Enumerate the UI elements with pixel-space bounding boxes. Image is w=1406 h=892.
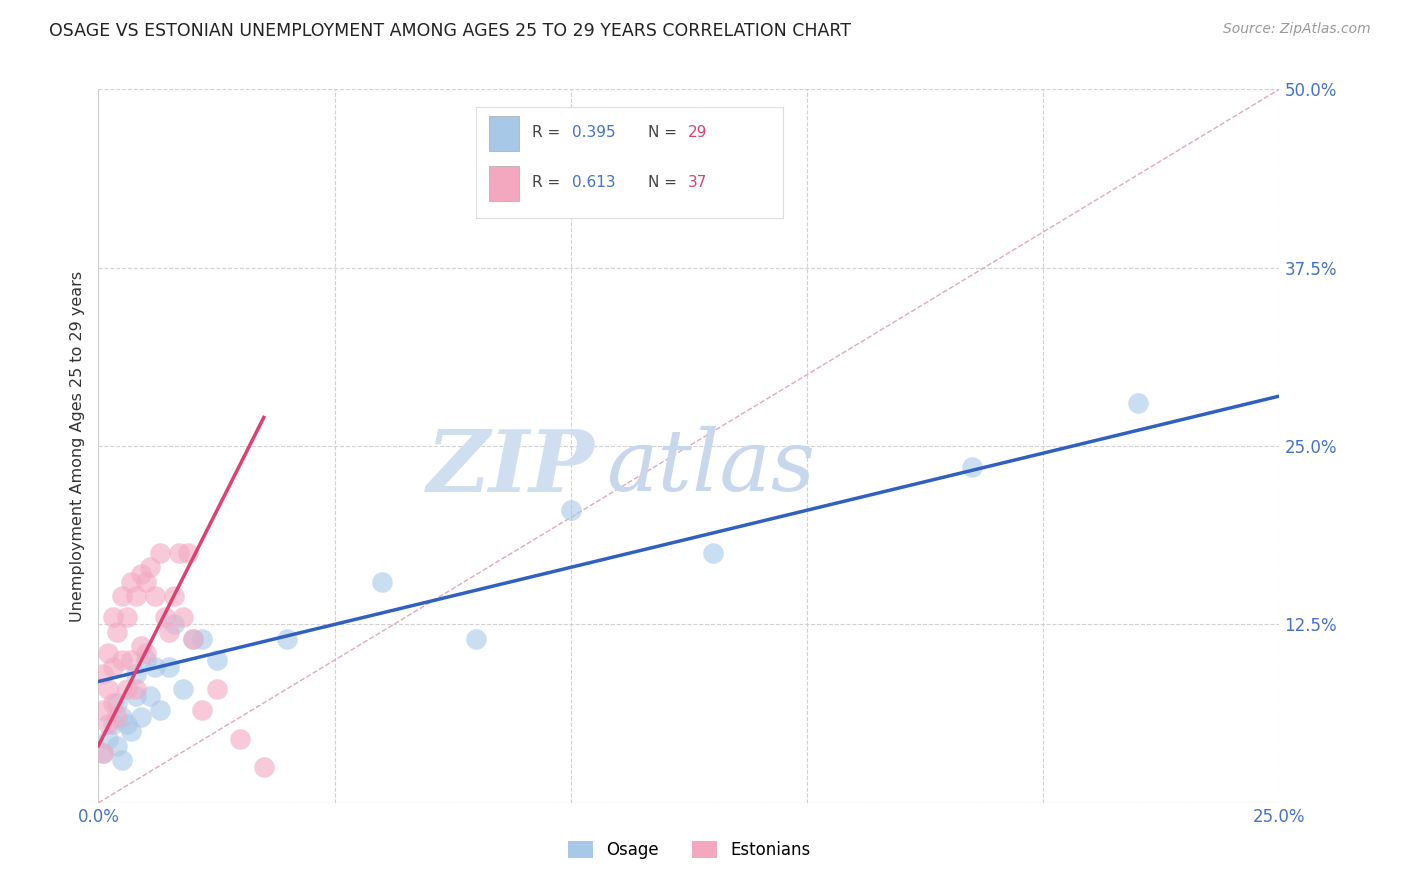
Text: Source: ZipAtlas.com: Source: ZipAtlas.com [1223,22,1371,37]
Point [97,731,120,746]
Text: 0.395: 0.395 [572,125,616,140]
Point [91,703,114,717]
Point [125,681,148,696]
Point [135,653,157,667]
Text: 0.613: 0.613 [572,175,616,190]
Point [129,567,152,582]
Point [962,460,984,475]
Point [149,546,172,560]
Text: OSAGE VS ESTONIAN UNEMPLOYMENT AMONG AGES 25 TO 29 YEARS CORRELATION CHART: OSAGE VS ESTONIAN UNEMPLOYMENT AMONG AGE… [49,22,851,40]
Point [115,717,138,731]
Point [276,632,298,646]
Point [191,703,214,717]
Point [253,760,276,774]
Point [101,717,124,731]
Point [139,560,162,574]
Point [177,546,200,560]
Text: ZIP: ZIP [426,425,595,509]
Point [91,746,114,760]
Point [97,646,120,660]
Point [121,653,143,667]
Point [143,589,166,603]
Point [125,589,148,603]
Text: R =: R = [531,125,565,140]
Point [135,574,157,589]
Point [129,710,152,724]
Point [97,681,120,696]
Point [181,632,204,646]
Point [1126,396,1149,410]
Point [167,546,190,560]
Point [91,667,114,681]
Point [135,646,157,660]
Point [560,503,582,517]
Point [111,753,134,767]
Bar [489,116,519,152]
Text: 29: 29 [688,125,707,140]
Point [111,710,134,724]
Point [191,632,214,646]
Point [121,574,143,589]
Point [101,696,124,710]
Y-axis label: Unemployment Among Ages 25 to 29 years: Unemployment Among Ages 25 to 29 years [69,270,84,622]
Point [149,703,172,717]
Legend: Osage, Estonians: Osage, Estonians [561,834,817,866]
Point [163,589,186,603]
Point [181,632,204,646]
Point [465,632,488,646]
Point [105,710,128,724]
Point [97,717,120,731]
Point [105,696,128,710]
Point [205,681,228,696]
Point [205,653,228,667]
Point [91,746,114,760]
Point [105,624,128,639]
Point [125,667,148,681]
Point [129,639,152,653]
Bar [489,166,519,201]
Point [371,574,394,589]
Point [111,653,134,667]
Point [115,681,138,696]
Point [229,731,252,746]
Point [172,610,194,624]
Text: R =: R = [531,175,565,190]
Point [702,546,724,560]
Point [101,610,124,624]
Point [121,724,143,739]
Point [143,660,166,674]
Point [139,689,162,703]
Text: 37: 37 [688,175,707,190]
Point [115,610,138,624]
Point [172,681,194,696]
Point [105,739,128,753]
Point [101,660,124,674]
Text: atlas: atlas [606,426,815,508]
Point [153,610,176,624]
Point [157,660,180,674]
Point [163,617,186,632]
Point [125,689,148,703]
Text: N =: N = [648,175,682,190]
Point [111,589,134,603]
Point [157,624,180,639]
Text: N =: N = [648,125,682,140]
